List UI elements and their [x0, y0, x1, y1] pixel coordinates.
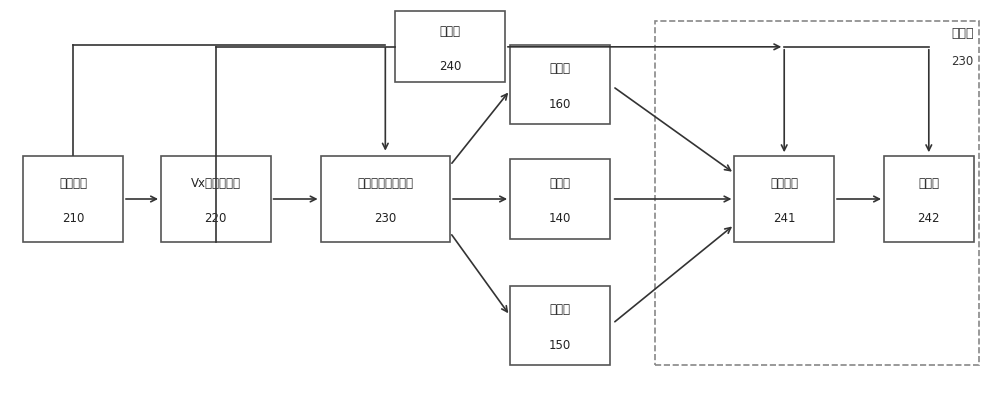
Text: 210: 210: [62, 212, 84, 225]
Text: 空压机: 空压机: [918, 177, 939, 190]
FancyBboxPatch shape: [734, 156, 834, 242]
Text: Vx多相流量计: Vx多相流量计: [191, 177, 241, 190]
FancyBboxPatch shape: [161, 156, 271, 242]
Text: 燃油喷嘴: 燃油喷嘴: [770, 177, 798, 190]
Text: 240: 240: [439, 60, 461, 73]
Text: 油嘴管汇: 油嘴管汇: [59, 177, 87, 190]
Text: 160: 160: [549, 98, 571, 111]
FancyBboxPatch shape: [510, 160, 610, 238]
Text: 排油口: 排油口: [549, 62, 570, 75]
Text: 140: 140: [549, 212, 571, 225]
Text: 排水口: 排水口: [549, 303, 570, 316]
Text: 220: 220: [205, 212, 227, 225]
Text: 排气口: 排气口: [549, 177, 570, 190]
Text: 241: 241: [773, 212, 795, 225]
FancyBboxPatch shape: [510, 45, 610, 124]
FancyBboxPatch shape: [320, 156, 450, 242]
Text: 230: 230: [951, 55, 974, 68]
FancyBboxPatch shape: [884, 156, 974, 242]
Text: 油气水三相分离器: 油气水三相分离器: [357, 177, 413, 190]
Text: 燃烧器: 燃烧器: [951, 27, 974, 40]
Text: 150: 150: [549, 339, 571, 352]
FancyBboxPatch shape: [23, 156, 123, 242]
Text: 控制器: 控制器: [440, 25, 461, 37]
Text: 242: 242: [918, 212, 940, 225]
FancyBboxPatch shape: [510, 286, 610, 365]
FancyBboxPatch shape: [395, 11, 505, 82]
Text: 230: 230: [374, 212, 396, 225]
